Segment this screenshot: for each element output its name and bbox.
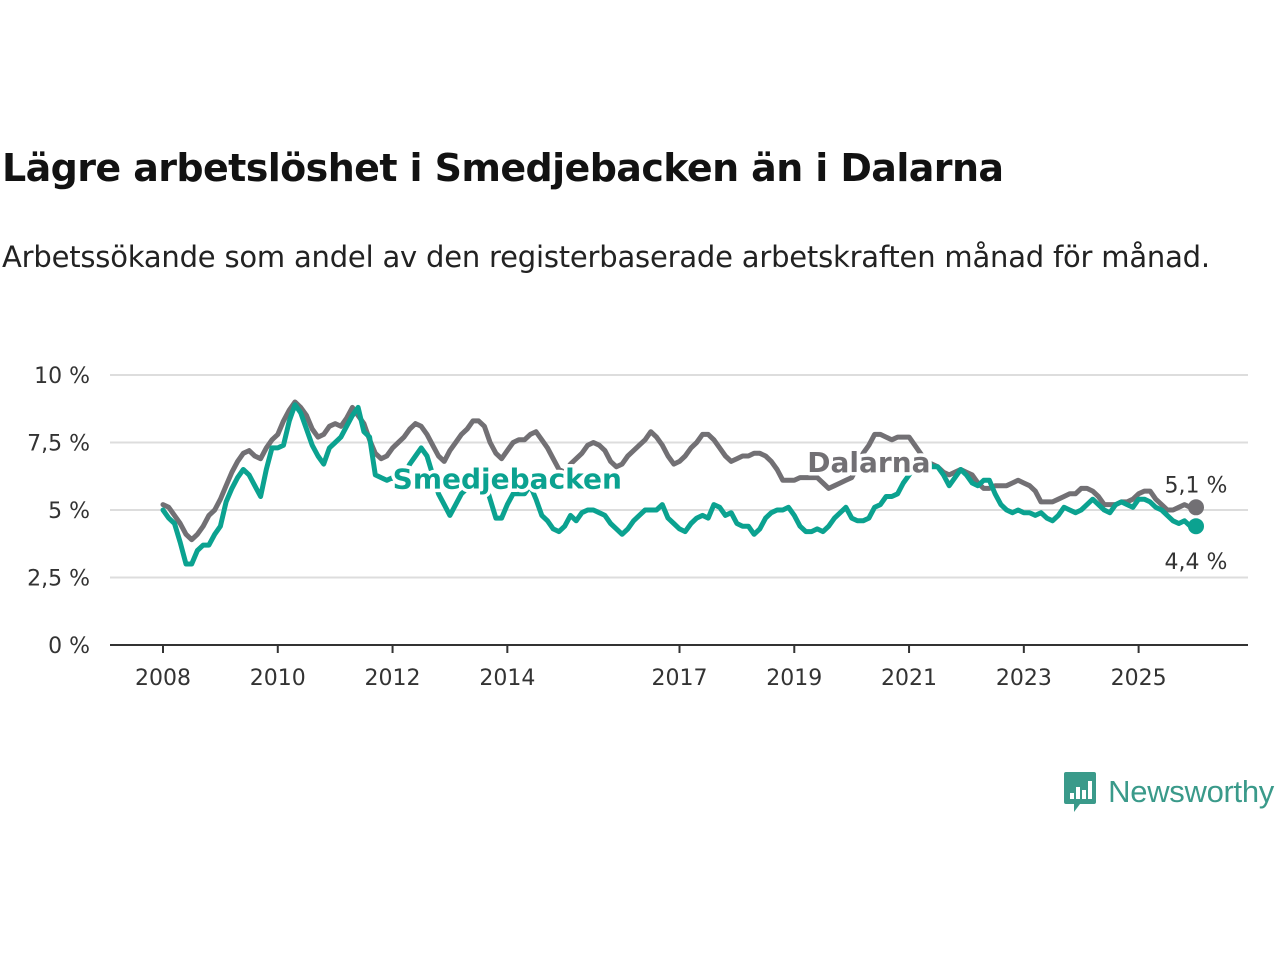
x-tick-label: 2014 — [479, 666, 535, 691]
chart-title: Lägre arbetslöshet i Smedjebacken än i D… — [2, 146, 1004, 190]
newsworthy-logo: Newsworthy — [1062, 770, 1274, 814]
x-tick-label: 2021 — [881, 666, 937, 691]
x-tick-label: 2010 — [250, 666, 306, 691]
series-line-smedjebacken — [160, 402, 1199, 567]
bar-chart-icon — [1064, 772, 1097, 812]
gridlines — [110, 374, 1248, 579]
series-line-dalarna — [160, 399, 1199, 543]
x-tick-label: 2023 — [996, 666, 1052, 691]
y-tick-label: 5 % — [48, 499, 90, 524]
axes: 0 % 2,5 % 5 % 7,5 % 10 % 2008 2010 2012 2014 2017… — [27, 364, 1248, 691]
end-point-smedjebacken — [1188, 518, 1204, 535]
x-tick-label: 2017 — [652, 666, 708, 691]
y-tick-label: 7,5 % — [27, 432, 90, 457]
end-label-dalarna: 5,1 % — [1165, 473, 1228, 498]
y-tick-label: 2,5 % — [27, 567, 90, 592]
x-tick-label: 2019 — [766, 666, 822, 691]
x-tick-label: 2012 — [365, 666, 421, 691]
end-label-smedjebacken: 4,4 % — [1165, 550, 1228, 575]
y-tick-label: 0 % — [48, 634, 90, 659]
chart-subtitle: Arbetssökande som andel av den registerb… — [2, 240, 1210, 274]
series-labels: 5,1 % 4,4 % Dalarna Smedjebacken — [389, 443, 1228, 576]
series-name-label-dalarna: Dalarna — [807, 446, 930, 479]
end-point-dalarna — [1188, 499, 1204, 516]
x-tick-label: 2025 — [1111, 666, 1167, 691]
brand-name: Newsworthy — [1108, 774, 1274, 809]
series-lines — [160, 399, 1199, 567]
series-name-label-smedjebacken: Smedjebacken — [393, 462, 622, 495]
y-tick-label: 10 % — [34, 364, 90, 389]
x-tick-label: 2008 — [135, 666, 191, 691]
